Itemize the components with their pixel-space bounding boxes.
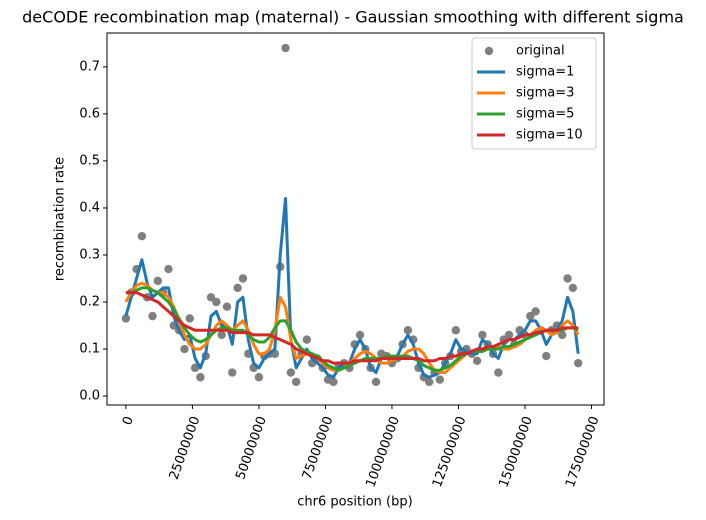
scatter-point: [286, 368, 296, 377]
scatter-point: [238, 274, 248, 283]
series-line: [125, 291, 579, 365]
x-tick-label: 100000000: [363, 414, 403, 489]
legend-marker: [484, 46, 494, 56]
legend-label: sigma=3: [516, 86, 574, 101]
series-line: [124, 197, 580, 379]
legend-label: sigma=1: [516, 65, 574, 80]
y-tick-label: 0.3: [79, 247, 100, 262]
scatter-point: [180, 344, 189, 354]
x-tick-label: 0: [120, 414, 137, 427]
scatter-point: [371, 377, 381, 387]
scatter-point: [329, 377, 338, 387]
scatter-point: [558, 330, 567, 340]
plot-frame: [106, 32, 605, 406]
y-tick-label: 0.0: [79, 389, 100, 404]
x-tick-label: 75000000: [300, 414, 337, 481]
legend-label: original: [516, 44, 565, 59]
scatter-point: [148, 311, 157, 321]
y-tick-label: 0.2: [79, 295, 100, 310]
scatter-point: [137, 231, 147, 241]
scatter-point: [573, 358, 583, 368]
scatter-point: [217, 330, 226, 340]
scatter-point: [190, 363, 200, 373]
scatter-point: [451, 326, 461, 335]
scatter-point: [302, 335, 312, 344]
scatter-point: [222, 302, 232, 311]
series-line: [125, 286, 579, 372]
x-tick-label: 25000000: [167, 414, 204, 481]
x-tick-label: 125000000: [430, 414, 470, 489]
series-line: [124, 281, 580, 375]
scatter-point: [504, 330, 514, 340]
scatter-point: [403, 326, 413, 335]
scatter-point: [472, 356, 482, 365]
legend-label: sigma=5: [516, 107, 574, 122]
scatter-point: [254, 373, 264, 382]
scatter-point: [212, 297, 221, 307]
x-tick-label: 175000000: [563, 414, 603, 489]
scatter-point: [531, 307, 540, 316]
scatter-point: [494, 368, 503, 377]
chart-title: deCODE recombination map (maternal) - Ga…: [22, 8, 684, 27]
scatter-point: [121, 314, 131, 323]
scatter-point: [568, 283, 578, 293]
scatter-point: [291, 377, 301, 387]
x-tick-label: 150000000: [496, 414, 536, 489]
scatter-point: [196, 373, 205, 382]
y-axis-label: recombination rate: [53, 157, 68, 281]
y-tick-label: 0.6: [79, 106, 100, 121]
y-tick-label: 0.5: [79, 153, 100, 168]
scatter-point: [153, 276, 163, 286]
y-tick-label: 0.4: [79, 200, 100, 215]
scatter-point: [542, 351, 551, 361]
x-axis-label: chr6 position (bp): [297, 495, 412, 510]
scatter-point: [164, 264, 173, 274]
x-tick-label: 50000000: [233, 414, 270, 481]
scatter-point: [185, 314, 194, 323]
y-tick-label: 0.1: [79, 342, 100, 357]
legend-box: [471, 37, 597, 150]
legend-label: sigma=10: [516, 128, 583, 143]
scatter-point: [424, 377, 434, 387]
scatter-point: [435, 375, 445, 384]
scatter-point: [228, 368, 237, 377]
scatter-point: [478, 330, 487, 340]
y-tick-label: 0.7: [79, 59, 100, 74]
scatter-point: [281, 43, 290, 53]
scatter-point: [355, 330, 365, 340]
scatter-point: [233, 283, 242, 293]
scatter-point: [563, 274, 572, 283]
